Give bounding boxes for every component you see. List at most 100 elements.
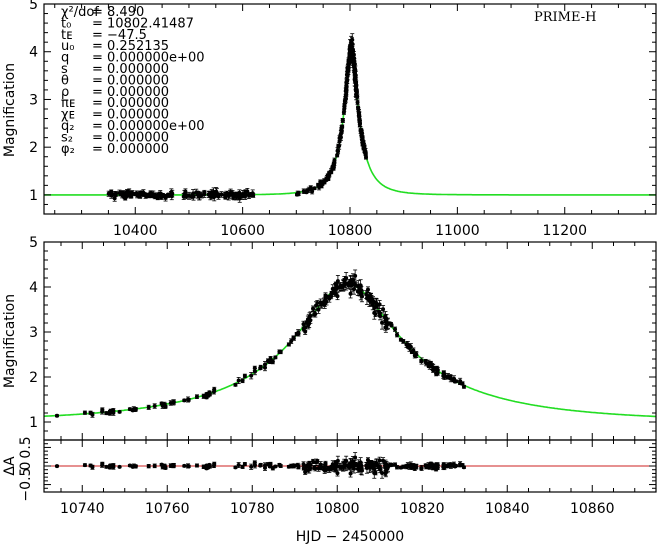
parameter-label: q <box>61 51 69 66</box>
data-point <box>252 463 257 468</box>
data-point <box>358 128 363 133</box>
data-point <box>301 462 306 467</box>
x-tick-label: 10840 <box>485 501 530 517</box>
data-point <box>348 471 353 476</box>
data-point <box>341 110 346 115</box>
data-point <box>117 464 122 469</box>
data-point <box>82 410 87 415</box>
top-axes: 10400 10600 10800 11000 11200 1 2 3 4 5 <box>29 0 656 239</box>
data-point <box>347 462 352 467</box>
data-point <box>353 282 358 287</box>
data-point <box>194 463 199 468</box>
data-point <box>160 192 165 197</box>
x-tick-label: 10400 <box>113 223 158 239</box>
data-point <box>359 466 364 471</box>
data-point <box>445 464 450 469</box>
data-point <box>286 464 291 469</box>
data-point <box>406 464 411 469</box>
data-point <box>423 463 428 468</box>
data-point <box>339 128 344 133</box>
data-point <box>168 463 173 468</box>
data-point <box>374 463 379 468</box>
data-point <box>54 413 59 418</box>
residual-axes: 10740 10760 10780 10800 10820 10840 10860−0.50… <box>18 436 657 517</box>
data-point <box>427 364 432 369</box>
data-point <box>434 467 439 472</box>
parameter-value: = 10802.41487 <box>92 16 194 31</box>
data-point <box>355 100 360 105</box>
y-tick-label: 5 <box>29 235 38 251</box>
data-point <box>360 141 365 146</box>
parameter-value: = 0.000000 <box>92 73 169 88</box>
parameter-label: tᴇ <box>61 28 72 43</box>
data-point <box>109 192 114 197</box>
data-point <box>117 409 122 414</box>
data-point <box>258 366 263 371</box>
data-point <box>312 186 317 191</box>
data-point <box>378 314 383 319</box>
data-point <box>348 50 353 55</box>
data-point <box>242 461 247 466</box>
data-point <box>451 377 456 382</box>
y-tick-label: 0.5 <box>18 436 34 458</box>
data-point <box>355 94 360 99</box>
residual-data-layer <box>44 452 656 479</box>
data-point <box>387 321 392 326</box>
data-point <box>353 455 358 460</box>
parameter-label: χ²/dof <box>61 5 99 20</box>
data-point <box>314 460 319 465</box>
data-point <box>383 325 388 330</box>
y-tick-label: 1 <box>29 415 38 431</box>
data-point <box>277 462 282 467</box>
y-tick-label: −0.5 <box>18 468 34 502</box>
data-point <box>305 462 310 467</box>
middle-ylabel: Magnification <box>2 294 18 388</box>
data-point <box>240 378 245 383</box>
data-point <box>357 117 362 122</box>
data-point <box>211 463 216 468</box>
data-point <box>348 59 353 64</box>
data-point <box>202 192 207 197</box>
data-point <box>378 467 383 472</box>
data-point <box>384 316 389 321</box>
data-point <box>305 317 310 322</box>
data-point <box>240 464 245 469</box>
data-point <box>113 191 118 196</box>
data-point <box>348 291 353 296</box>
data-point <box>127 463 132 468</box>
residual-panel: 10740 10760 10780 10800 10820 10840 10860−0.50… <box>2 436 657 545</box>
data-point <box>340 118 345 123</box>
data-point <box>182 398 187 403</box>
data-point <box>207 464 212 469</box>
fit-parameters: χ²/dof= 8.490 t₀ = 10802.41487 tᴇ = −47.5 u₀ =… <box>61 5 205 157</box>
y-tick-label: 1 <box>29 188 38 204</box>
parameter-value: = 8.490 <box>92 5 144 20</box>
x-tick-label: 11000 <box>435 223 480 239</box>
data-point <box>371 462 376 467</box>
data-point <box>258 463 263 468</box>
data-point <box>419 359 424 364</box>
data-point <box>326 294 331 299</box>
data-point <box>88 463 93 468</box>
parameter-label: u₀ <box>61 39 74 54</box>
data-point <box>442 373 447 378</box>
top-data-layer <box>44 33 656 203</box>
data-point <box>171 463 176 468</box>
data-point <box>322 466 327 471</box>
data-point <box>152 404 157 409</box>
data-point <box>246 193 251 198</box>
data-point <box>168 400 173 405</box>
parameter-value: = −47.5 <box>92 28 147 43</box>
parameter-label: χᴇ <box>61 108 75 123</box>
data-point <box>331 163 336 168</box>
parameter-label: πᴇ <box>61 96 75 111</box>
parameter-value: = 0.000000 <box>92 85 169 100</box>
data-point <box>311 306 316 311</box>
data-point <box>359 291 364 296</box>
data-point <box>321 179 326 184</box>
data-point <box>313 466 318 471</box>
data-point <box>273 355 278 360</box>
y-tick-label: 0 <box>18 462 34 471</box>
data-point <box>160 403 165 408</box>
data-point <box>249 464 254 469</box>
